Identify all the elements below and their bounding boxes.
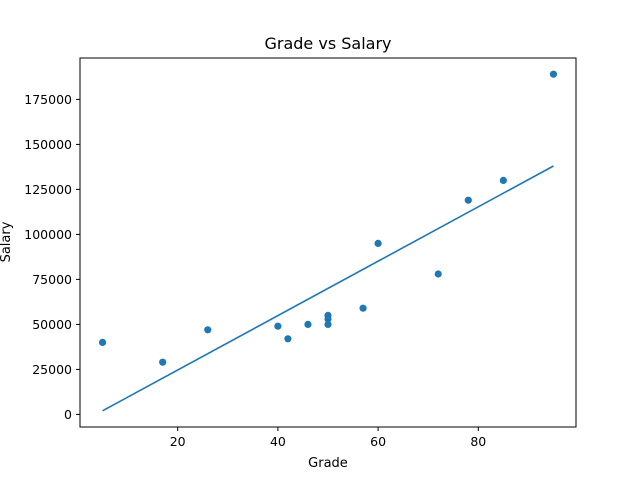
y-tick-label: 150000 xyxy=(24,137,72,152)
data-point xyxy=(204,326,212,334)
y-tick-label: 25000 xyxy=(32,362,72,377)
x-tick-label: 20 xyxy=(170,434,186,449)
x-tick-label: 40 xyxy=(270,434,286,449)
y-tick-label: 100000 xyxy=(24,227,72,242)
x-tick-label: 80 xyxy=(470,434,486,449)
data-point xyxy=(324,320,332,328)
data-point xyxy=(159,358,167,366)
data-point xyxy=(549,70,558,78)
plot-frame xyxy=(79,57,577,428)
regression-line xyxy=(102,165,554,412)
data-point xyxy=(274,322,282,330)
data-point xyxy=(499,176,507,184)
y-tick-label: 50000 xyxy=(32,317,72,332)
x-axis-label: Grade xyxy=(308,456,348,471)
y-tick-label: 0 xyxy=(64,407,72,422)
data-point xyxy=(374,239,382,247)
data-point xyxy=(359,304,367,312)
y-tick-label: 125000 xyxy=(24,182,72,197)
data-point xyxy=(98,338,107,346)
y-tick-label: 175000 xyxy=(24,92,72,107)
data-point xyxy=(304,320,312,328)
data-point xyxy=(464,196,472,204)
data-point xyxy=(324,315,332,323)
y-tick-label: 75000 xyxy=(32,272,72,287)
data-point xyxy=(434,270,442,278)
chart-title: Grade vs Salary xyxy=(264,34,391,53)
x-tick-label: 60 xyxy=(370,434,386,449)
plot-area xyxy=(98,70,558,412)
y-axis-label: Salary xyxy=(0,221,14,262)
data-point xyxy=(284,335,292,343)
x-axis: 20 40 60 80 xyxy=(170,427,486,449)
y-axis: 0 25000 50000 75000 100000 125000 150000 175000 xyxy=(24,92,80,422)
